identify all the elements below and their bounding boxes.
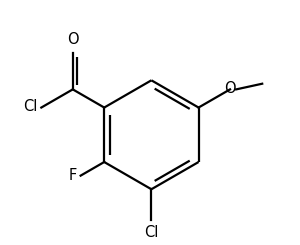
Text: Cl: Cl: [24, 99, 38, 114]
Text: F: F: [69, 168, 77, 183]
Text: O: O: [224, 81, 236, 96]
Text: Cl: Cl: [144, 225, 159, 240]
Text: O: O: [67, 32, 79, 47]
